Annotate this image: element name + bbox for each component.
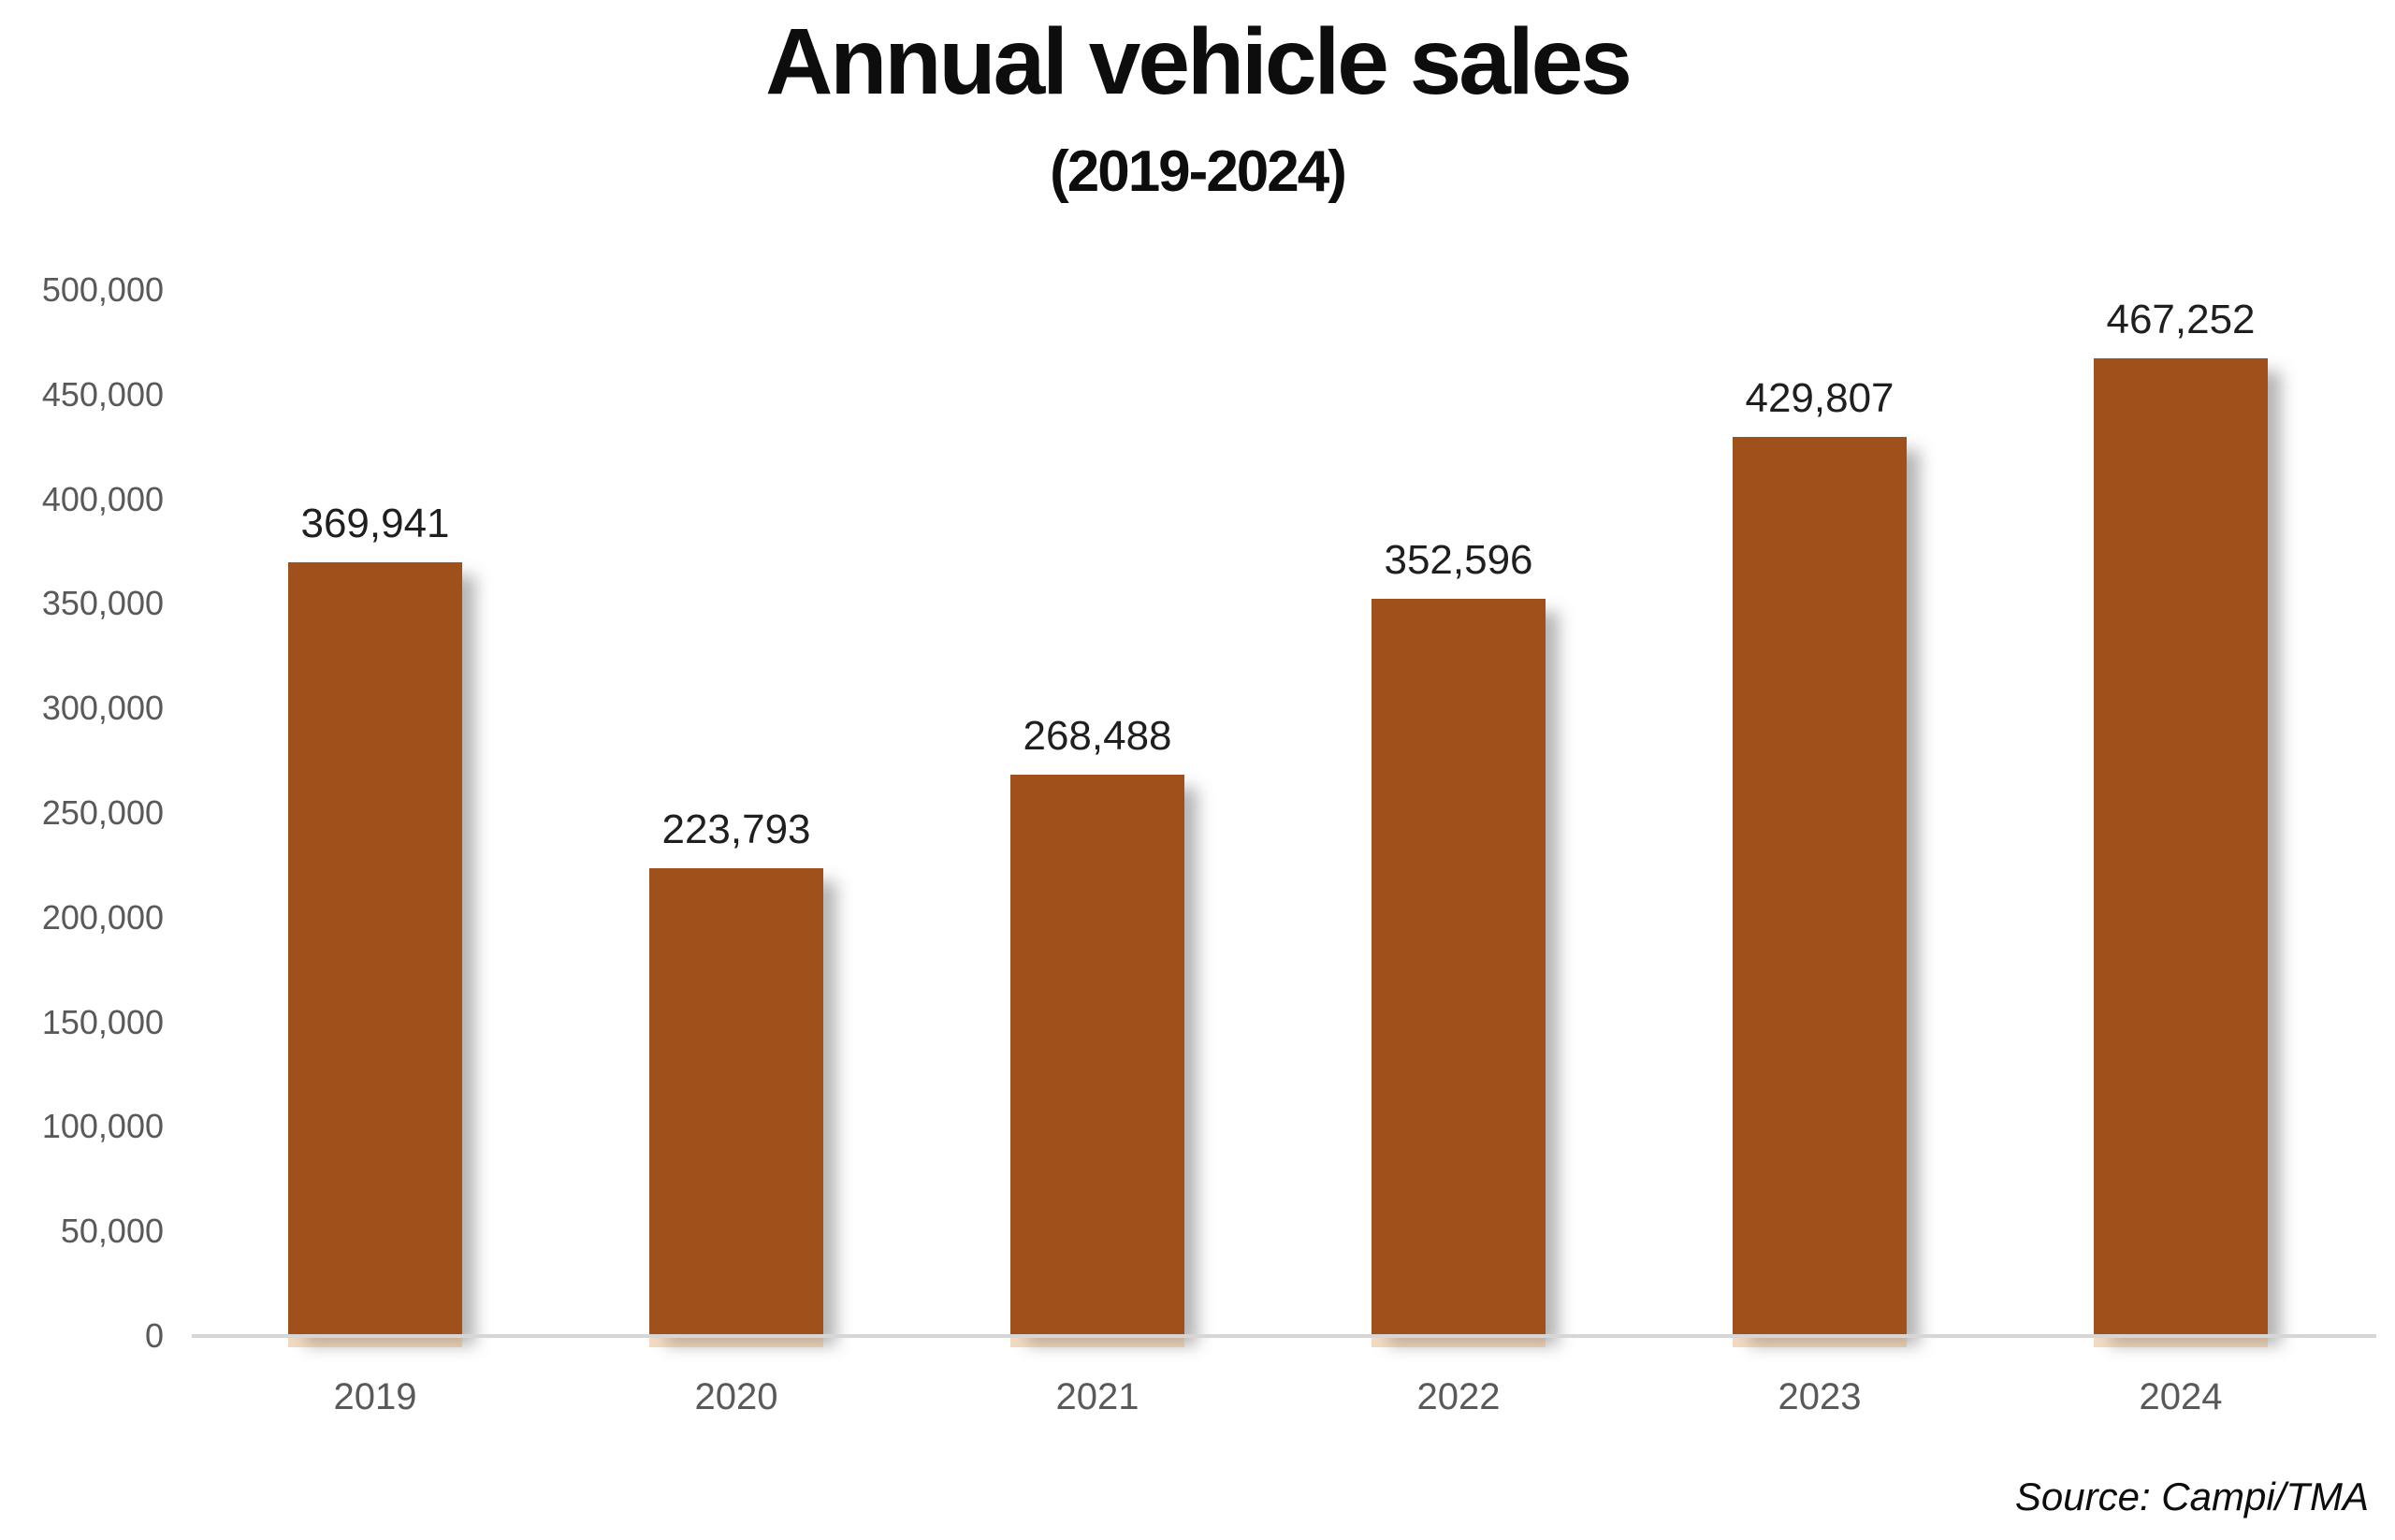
bar-slot-2022: 352,596 <box>1278 290 1639 1348</box>
x-axis-labels: 2019 2020 2021 2022 2023 2024 <box>195 1364 2361 1430</box>
bar-value-label: 268,488 <box>1023 712 1172 759</box>
y-tick-label: 150,000 <box>41 1002 164 1041</box>
y-axis: 0 50,000 100,000 150,000 200,000 250,000 300,0… <box>0 270 168 1355</box>
y-tick-label: 400,000 <box>41 479 164 518</box>
y-tick-label: 0 <box>144 1316 164 1355</box>
source-credit: Source: Campi/TMA <box>2014 1475 2369 1518</box>
bar-slot-2020: 223,793 <box>556 290 917 1348</box>
bar-value-label: 467,252 <box>2106 297 2256 343</box>
y-tick-label: 300,000 <box>41 689 164 728</box>
bar-slot-2023: 429,807 <box>1639 290 2000 1348</box>
x-tick-label-2019: 2019 <box>333 1376 417 1417</box>
bar-2024 <box>2094 358 2268 1347</box>
bar-value-label: 429,807 <box>1745 374 1894 421</box>
y-tick-label: 100,000 <box>41 1107 164 1146</box>
bar-value-label: 369,941 <box>300 500 450 546</box>
bar-2022 <box>1372 598 1546 1348</box>
y-tick-label: 500,000 <box>41 270 164 309</box>
x-tick-label-2023: 2023 <box>1778 1376 1862 1417</box>
bar-slot-2019: 369,941 <box>195 290 556 1348</box>
plot-area: 369,941 223,793 268,488 352,596 429,807 467,2… <box>195 290 2361 1348</box>
y-tick-label: 350,000 <box>41 584 164 623</box>
chart-subtitle: (2019-2024) <box>1050 139 1347 204</box>
y-tick-label: 200,000 <box>41 897 164 937</box>
x-tick-label-2024: 2024 <box>2139 1376 2223 1417</box>
chart-title: Annual vehicle sales <box>765 9 1633 114</box>
bar-2020 <box>649 867 823 1348</box>
bar-slot-2021: 268,488 <box>917 290 1278 1348</box>
bar-2021 <box>1010 774 1184 1348</box>
bar-2023 <box>1733 436 1907 1348</box>
bar-2019 <box>288 561 462 1348</box>
x-tick-label-2022: 2022 <box>1416 1376 1501 1417</box>
x-tick-label-2020: 2020 <box>694 1376 778 1417</box>
bar-slot-2024: 467,252 <box>2000 290 2361 1347</box>
bar-value-label: 223,793 <box>661 806 811 852</box>
y-tick-label: 50,000 <box>60 1212 164 1251</box>
y-tick-label: 450,000 <box>41 374 164 414</box>
y-tick-label: 250,000 <box>41 793 164 832</box>
x-tick-label-2021: 2021 <box>1055 1376 1139 1417</box>
bar-value-label: 352,596 <box>1384 536 1533 583</box>
x-axis-line <box>192 1334 2376 1338</box>
